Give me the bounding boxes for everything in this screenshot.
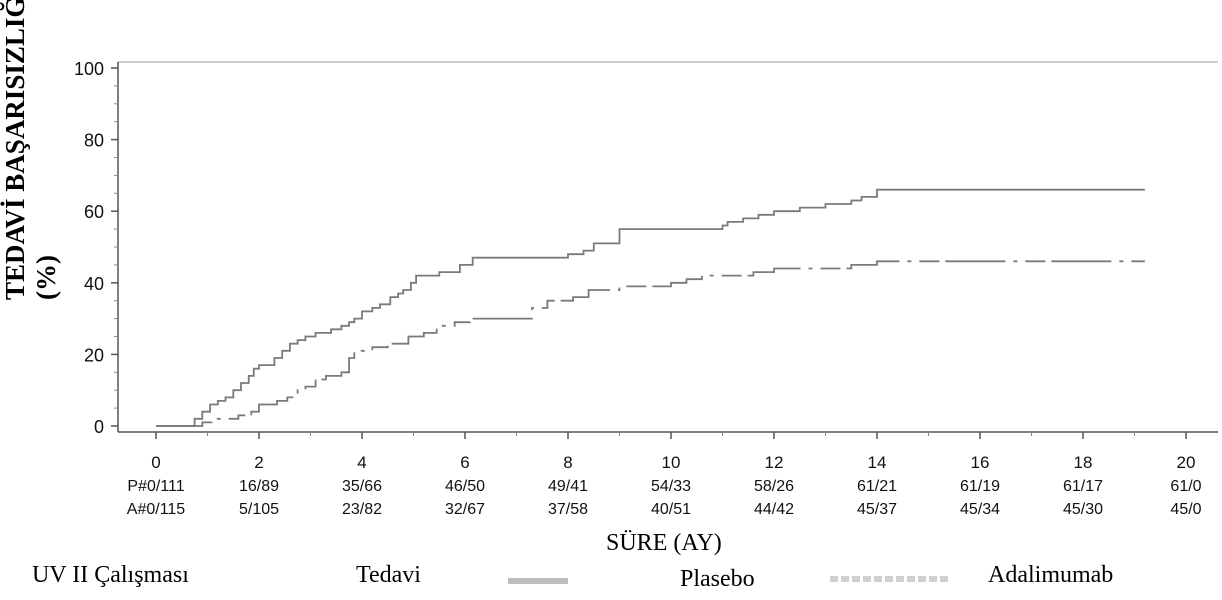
risk-table-cell-a: 45/30	[1063, 501, 1103, 518]
legend-swatch-solid	[508, 578, 568, 584]
risk-table-cell-p: P#0/111	[127, 478, 184, 495]
risk-table-cell-a: 45/37	[857, 501, 897, 518]
x-tick-label: 0	[151, 453, 160, 472]
risk-table-cell-p: 61/21	[857, 478, 897, 495]
risk-table-cell-a: 45/0	[1170, 501, 1201, 518]
risk-table-cell-p: 61/17	[1063, 478, 1103, 495]
risk-table-cell-a: 44/42	[754, 501, 794, 518]
x-tick-label: 8	[563, 453, 572, 472]
series-line-plasebo	[156, 188, 1145, 427]
risk-table-cell-p: 58/26	[754, 478, 794, 495]
risk-table-cell-p: 61/19	[960, 478, 1000, 495]
legend-title: Tedavi	[356, 562, 421, 588]
x-tick-label: 10	[662, 453, 681, 472]
x-axis-title: SÜRE (AY)	[606, 530, 722, 556]
legend-entry-adalimumab: Adalimumab	[988, 562, 1114, 588]
x-tick-label: 14	[868, 453, 887, 472]
risk-table-cell-p: 46/50	[445, 478, 485, 495]
x-tick-label: 6	[460, 453, 469, 472]
risk-table-cell-a: A#0/115	[127, 501, 186, 518]
risk-table-cell-a: 5/105	[239, 501, 279, 518]
legend-swatch-dashed	[830, 576, 948, 582]
y-tick-label: 80	[84, 131, 104, 151]
x-tick-label: 20	[1177, 453, 1196, 472]
risk-table-cell-p: 49/41	[548, 478, 588, 495]
y-tick-label: 60	[84, 202, 104, 222]
risk-table-cell-p: 35/66	[342, 478, 382, 495]
x-tick-label: 2	[254, 453, 263, 472]
risk-table-cell-a: 32/67	[445, 501, 485, 518]
risk-table-cell-p: 16/89	[239, 478, 279, 495]
legend-entry-plasebo: Plasebo	[680, 566, 755, 592]
legend-study-label: UV II Çalışması	[32, 562, 189, 588]
x-tick-label: 18	[1074, 453, 1093, 472]
risk-table-cell-p: 61/0	[1170, 478, 1201, 495]
x-tick-label: 12	[765, 453, 784, 472]
risk-table-cell-a: 45/34	[960, 501, 1000, 518]
y-tick-label: 100	[74, 59, 104, 79]
risk-table-cell-a: 40/51	[651, 501, 691, 518]
series-line-adalimumab	[156, 260, 1145, 427]
risk-table-cell-a: 37/58	[548, 501, 588, 518]
y-tick-label: 0	[94, 417, 104, 437]
risk-table-cell-a: 23/82	[342, 501, 382, 518]
y-tick-label: 40	[84, 274, 104, 294]
y-tick-label: 20	[84, 345, 104, 365]
x-tick-label: 16	[971, 453, 990, 472]
risk-table-cell-p: 54/33	[651, 478, 691, 495]
x-tick-label: 4	[357, 453, 366, 472]
